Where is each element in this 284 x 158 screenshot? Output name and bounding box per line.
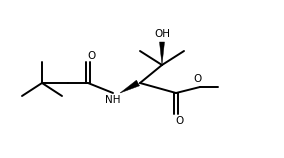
- Text: O: O: [194, 74, 202, 84]
- Text: OH: OH: [154, 29, 170, 39]
- Polygon shape: [120, 80, 139, 93]
- Polygon shape: [160, 42, 164, 65]
- Text: O: O: [87, 51, 95, 61]
- Text: O: O: [175, 116, 183, 126]
- Text: NH: NH: [105, 95, 121, 105]
